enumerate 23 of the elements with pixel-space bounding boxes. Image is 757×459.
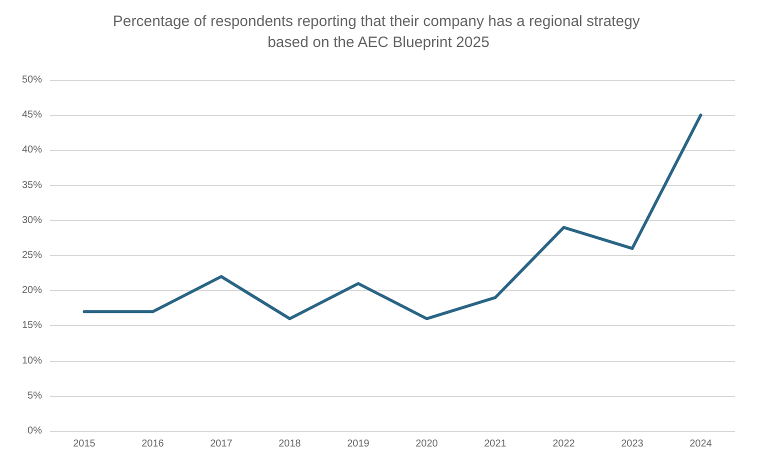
line-series <box>82 114 702 320</box>
x-tick-label: 2022 <box>552 438 576 450</box>
x-tick-label: 2023 <box>621 438 644 450</box>
y-tick-label: 15% <box>22 320 42 332</box>
x-tick-label: 2015 <box>73 438 96 450</box>
x-tick-label: 2024 <box>690 438 712 450</box>
y-tick-label: 20% <box>22 285 42 296</box>
chart-title: Percentage of respondents reporting that their company has a regional strategy based on the AEC Blueprint 2025 <box>112 13 644 51</box>
y-tick-label: 50% <box>22 74 42 86</box>
y-tick-label: 30% <box>22 214 42 226</box>
y-tick-label: 35% <box>22 180 42 191</box>
x-tick-label: 2020 <box>416 438 438 450</box>
x-tick-label: 2016 <box>142 438 164 450</box>
y-tick-label: 5% <box>28 390 42 402</box>
y-tick-label: 10% <box>22 355 42 366</box>
x-tick-label: 2018 <box>278 438 302 450</box>
x-tick-label: 2021 <box>484 438 507 450</box>
y-tick-label: 25% <box>22 250 42 261</box>
y-tick-label: 45% <box>22 110 42 121</box>
x-tick-label: 2017 <box>210 438 233 450</box>
x-tick-label: 2019 <box>347 438 370 450</box>
y-tick-label: 40% <box>22 144 42 156</box>
y-tick-label: 0% <box>28 426 42 436</box>
